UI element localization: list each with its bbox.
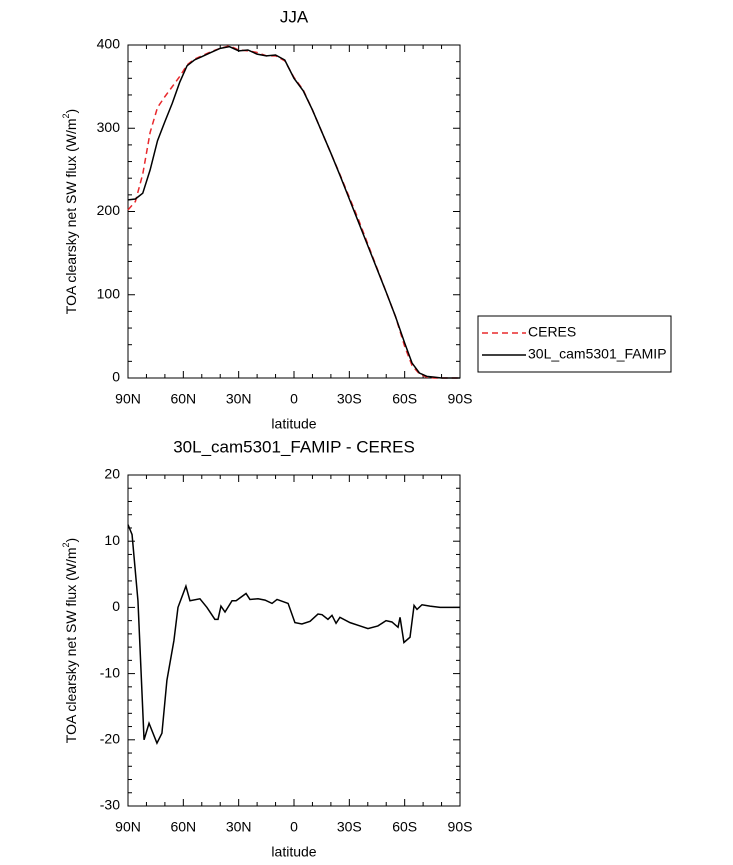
y-axis-label: TOA clearsky net SW flux (W/m2) xyxy=(61,538,78,743)
y-axis-label: TOA clearsky net SW flux (W/m2) xyxy=(61,109,78,314)
y-tick-label: 300 xyxy=(97,119,121,135)
y-axis-label-part: 2 xyxy=(61,113,71,118)
x-tick-label: 30S xyxy=(337,391,362,407)
x-tick-label: 30N xyxy=(226,391,252,407)
y-axis-label-part: ) xyxy=(63,538,79,543)
series-line xyxy=(127,524,460,745)
y-axis-label-part: 2 xyxy=(61,542,71,547)
series-line xyxy=(127,45,460,379)
chart-title: JJA xyxy=(280,7,309,26)
x-axis-label: latitude xyxy=(271,844,316,860)
x-tick-label: 30N xyxy=(226,819,252,835)
y-tick-label: 10 xyxy=(104,532,120,548)
x-tick-label: 30S xyxy=(337,819,362,835)
y-tick-label: -30 xyxy=(100,797,120,813)
chart-title: 30L_cam5301_FAMIP - CERES xyxy=(173,437,415,456)
legend-label: 30L_cam5301_FAMIP xyxy=(528,346,667,362)
y-tick-label: 0 xyxy=(112,369,120,385)
x-tick-label: 90S xyxy=(448,391,473,407)
x-tick-label: 0 xyxy=(290,391,298,407)
y-axis-label-part: TOA clearsky net SW flux (W/m xyxy=(63,547,79,743)
x-tick-label: 0 xyxy=(290,819,298,835)
y-tick-label: 0 xyxy=(112,598,120,614)
x-tick-label: 60S xyxy=(392,391,417,407)
x-tick-label: 90N xyxy=(115,819,141,835)
x-tick-label: 60S xyxy=(392,819,417,835)
y-tick-label: -10 xyxy=(100,664,120,680)
plot-frame xyxy=(127,44,461,379)
legend-label: CERES xyxy=(528,324,576,340)
y-axis-label-part: ) xyxy=(63,109,79,114)
x-axis-label: latitude xyxy=(271,416,316,432)
series-line xyxy=(127,45,460,379)
x-tick-label: 60N xyxy=(170,391,196,407)
plot-frame xyxy=(127,474,461,807)
x-tick-label: 60N xyxy=(170,819,196,835)
y-axis-label-part: TOA clearsky net SW flux (W/m xyxy=(63,118,79,314)
legend-box xyxy=(477,315,672,373)
y-tick-label: 200 xyxy=(97,202,121,218)
y-tick-label: 20 xyxy=(104,466,120,482)
y-tick-label: 100 xyxy=(97,285,121,301)
x-tick-label: 90N xyxy=(115,391,141,407)
y-tick-label: 400 xyxy=(97,36,121,52)
x-tick-label: 90S xyxy=(448,819,473,835)
y-tick-label: -20 xyxy=(100,731,120,747)
